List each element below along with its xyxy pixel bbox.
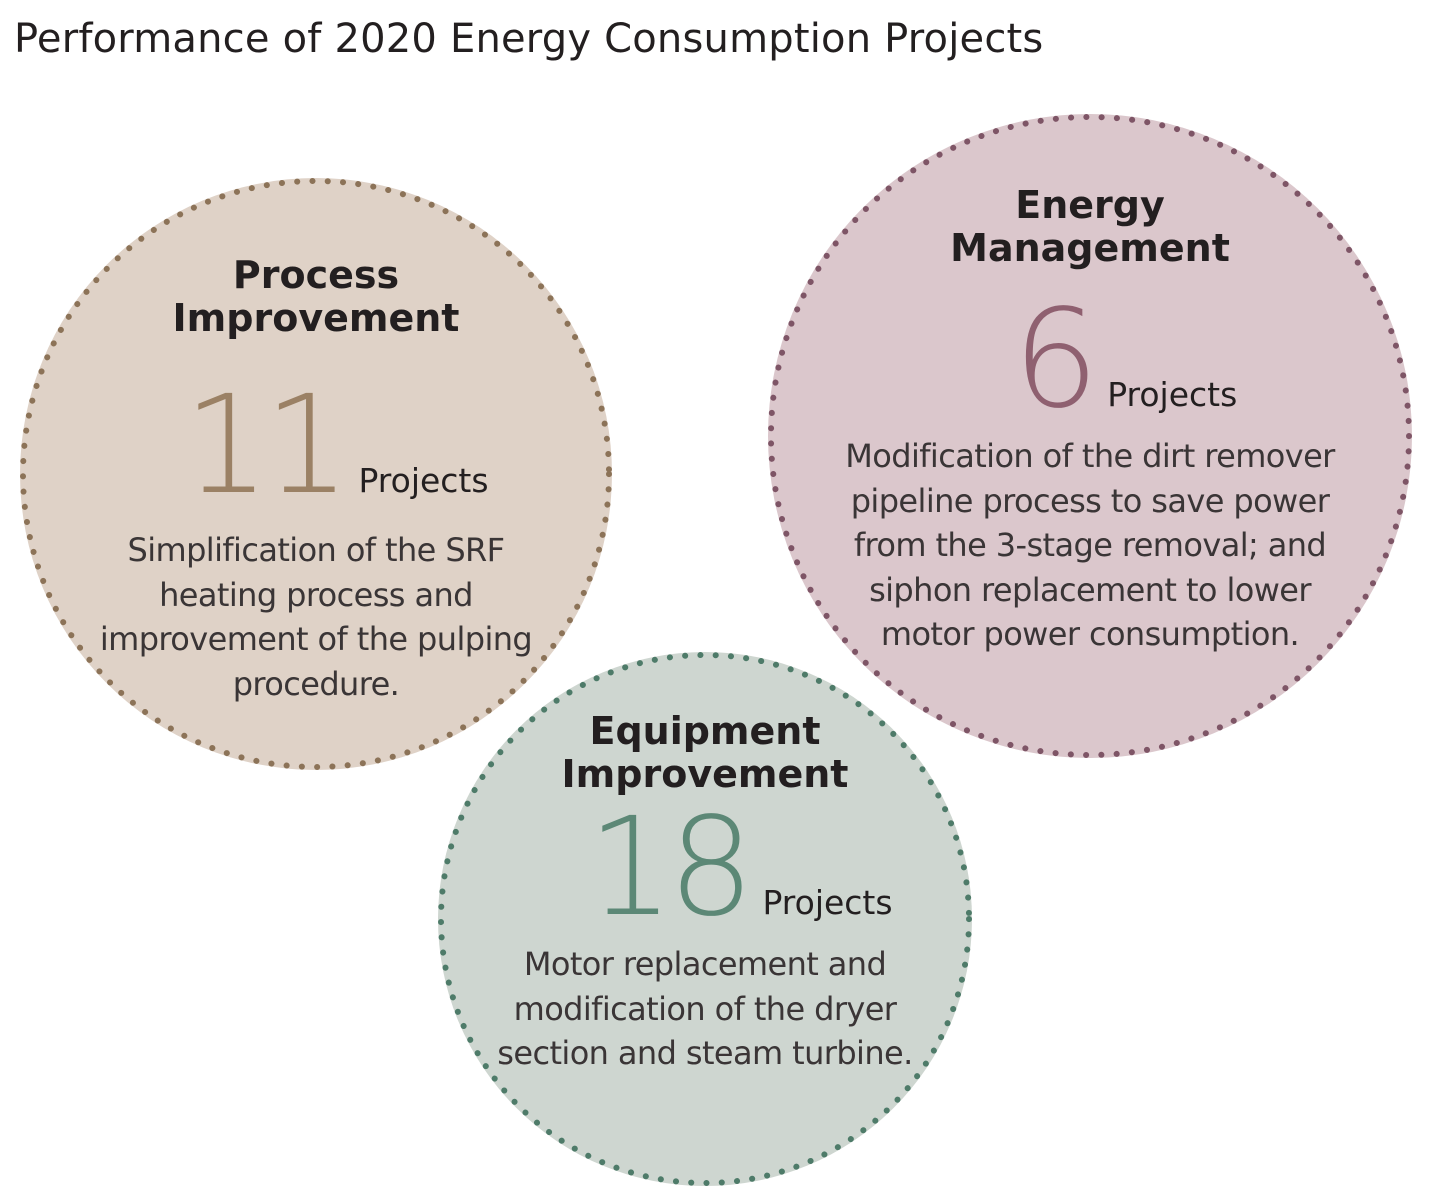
page-title: Performance of 2020 Energy Consumption P… [14,16,1044,62]
process-improvement-circle: Process Improvement 11 Projects Simplific… [20,178,612,770]
equipment-improvement-circle: Equipment Improvement 18 Projects Motor r… [438,652,972,1186]
equipment-improvement-title-line1: Equipment [589,709,821,753]
equipment-improvement-description: Motor replacement and modification of th… [497,945,913,1072]
energy-management-dotted-border [768,114,1412,758]
process-improvement-dotted-border [20,178,612,770]
equipment-improvement-title: Equipment Improvement [438,710,972,796]
process-improvement-count: 11 [183,367,350,525]
energy-management-circle: Energy Management 6 Projects Modification… [768,114,1412,758]
process-improvement-count-row: 11 Projects [20,378,612,514]
energy-management-count: 6 [1012,281,1099,439]
energy-management-title-line2: Management [950,226,1230,270]
energy-management-unit: Projects [1107,375,1238,414]
equipment-improvement-count-row: 18 Projects [438,800,972,936]
process-improvement-title-line1: Process [232,253,400,297]
process-improvement-title: Process Improvement [20,254,612,340]
energy-management-description: Modification of the dirt remover pipelin… [845,437,1335,653]
equipment-improvement-title-line2: Improvement [561,752,849,796]
process-improvement-description: Simplification of the SRF heating proces… [99,531,533,703]
energy-management-title: Energy Management [768,184,1412,270]
equipment-improvement-count: 18 [587,789,754,947]
equipment-improvement-unit: Projects [762,883,893,922]
equipment-improvement-dotted-border [438,652,972,1186]
energy-management-title-line1: Energy [1015,183,1165,227]
energy-management-count-row: 6 Projects [768,292,1412,428]
process-improvement-unit: Projects [358,461,489,500]
process-improvement-title-line2: Improvement [172,296,460,340]
